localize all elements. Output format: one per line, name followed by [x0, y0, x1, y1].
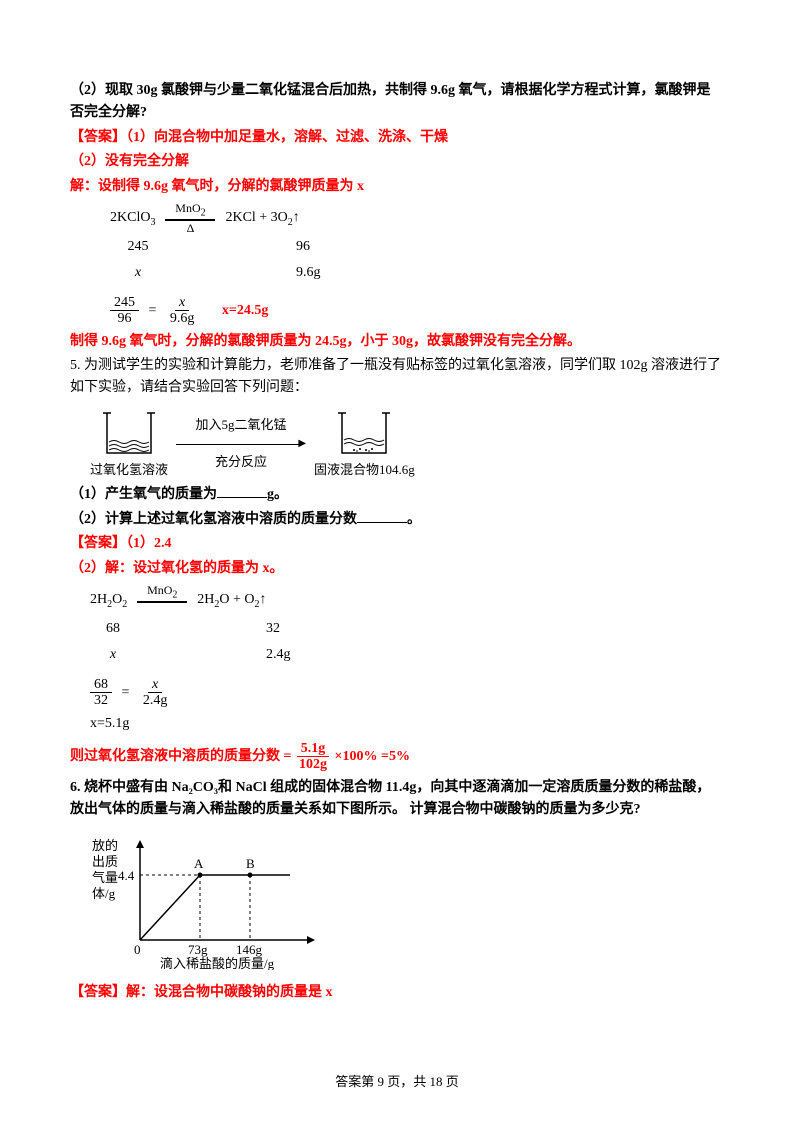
q5-equation: 2H2O2 MnO2 2H2O + O2↑ 68 32 x 2.4g: [90, 584, 724, 667]
svg-text:B: B: [246, 856, 255, 871]
beaker-right-icon: [334, 408, 394, 458]
q4-solution-label: 解：设制得 9.6g 氧气时，分解的氯酸钾质量为 x: [70, 176, 724, 198]
q4-fraction: 24596 = x9.6g x=24.5g: [110, 295, 724, 327]
q6-prompt: 6. 烧杯中盛有由 Na₂CO₃和 NaCl 组成的固体混合物 11.4g，向其…: [70, 777, 724, 822]
q5-part1: （1）产生氧气的质量为g。: [70, 484, 724, 506]
q4-part2-answer: （2）没有完全分解: [70, 151, 724, 173]
q5-part2: （2）计算上述过氧化氢溶液中溶质的质量分数。: [70, 509, 724, 531]
q5-diagram: 过氧化氢溶液 加入5g二氧化锰 充分反应 固液混合物104.6g: [90, 408, 724, 481]
q4-part2-prompt: （2）现取 30g 氯酸钾与少量二氧化锰混合后加热，共制得 9.6g 氧气，请根…: [70, 80, 724, 125]
q4-equation: 2KClO3 MnO2 Δ 2KCl + 3O2↑ 245 96 x 9.6g: [110, 202, 724, 285]
svg-text:146g: 146g: [236, 942, 263, 957]
reaction-arrow: MnO2: [137, 584, 187, 616]
svg-text:0: 0: [134, 942, 141, 957]
q5-answer1: 【答案】（1）2.4: [70, 533, 724, 555]
q5-part2-solution: （2）解：设过氧化氢的质量为 x。: [70, 558, 724, 580]
page-footer: 答案第 9 页，共 18 页: [0, 1072, 794, 1093]
reaction-arrow: MnO2 Δ: [165, 202, 215, 234]
beaker-left-icon: [99, 408, 159, 458]
svg-text:体/g: 体/g: [92, 886, 116, 901]
svg-text:滴入稀盐酸的质量/g: 滴入稀盐酸的质量/g: [160, 956, 275, 970]
q5-fraction: 6832 = x2.4g: [90, 677, 724, 709]
svg-text:4.4: 4.4: [118, 868, 135, 883]
q5-concentration: 则过氧化氢溶液中溶质的质量分数 = 5.1g102g ×100% =5%: [70, 741, 724, 773]
q5-x-result: x=5.1g: [90, 713, 724, 735]
q5-prompt: 5. 为测试学生的实验和计算能力，老师准备了一瓶没有贴标签的过氧化氢溶液，同学们…: [70, 355, 724, 400]
svg-text:放的: 放的: [92, 838, 118, 853]
svg-text:73g: 73g: [188, 942, 208, 957]
q4-conclusion: 制得 9.6g 氧气时，分解的氯酸钾质量为 24.5g，小于 30g，故氯酸钾没…: [70, 331, 724, 353]
q6-graph: 放的 出质 气量 体/g A B 4.4 0 73g 146g 滴入稀盐酸的质量…: [90, 830, 724, 978]
svg-text:气量: 气量: [92, 870, 118, 885]
svg-text:A: A: [194, 856, 204, 871]
reaction-arrow-icon: 加入5g二氧化锰 充分反应: [176, 415, 306, 473]
q6-answer: 【答案】解：设混合物中碳酸钠的质量是 x: [70, 982, 724, 1004]
svg-text:出质: 出质: [92, 854, 118, 869]
q4-answer1: 【答案】（1）向混合物中加足量水，溶解、过滤、洗涤、干燥: [70, 127, 724, 149]
